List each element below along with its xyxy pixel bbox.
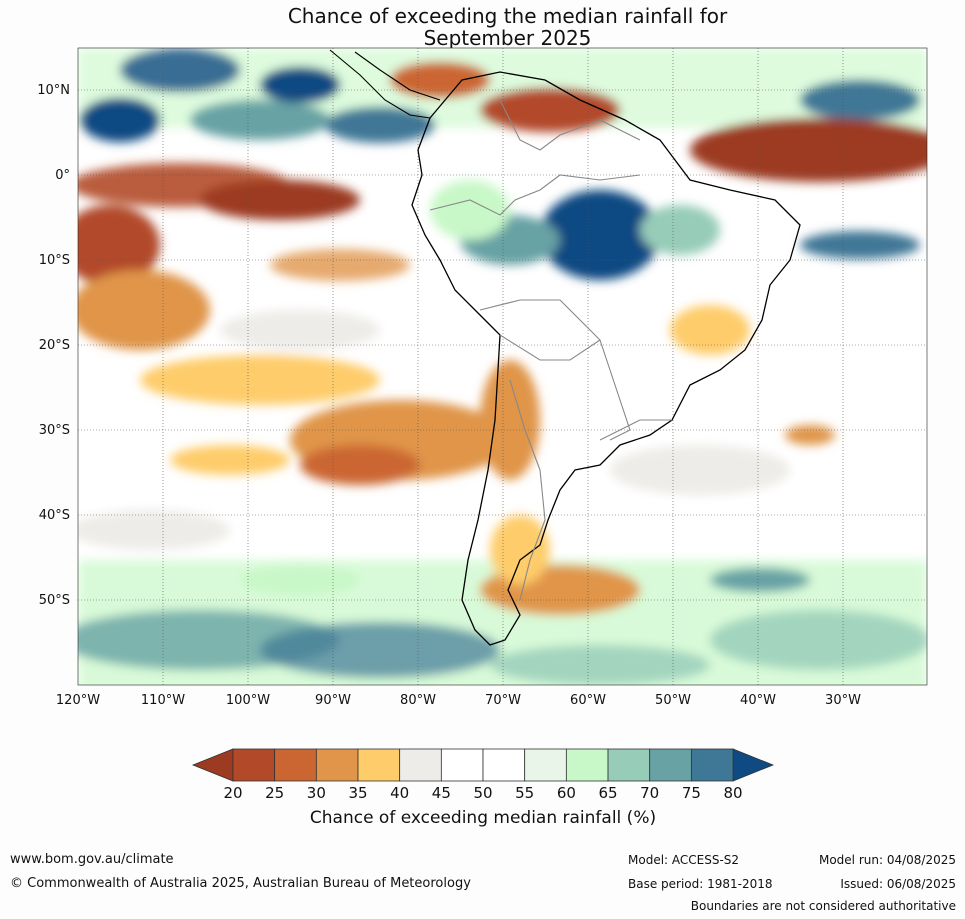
issued-date: Issued: 06/08/2025 <box>840 877 956 891</box>
lon-label: 90°W <box>315 693 351 708</box>
lat-label: 10°N <box>37 83 70 98</box>
lat-label: 0° <box>55 168 70 183</box>
base-period: Base period: 1981-2018 <box>628 877 773 891</box>
colorbar-segment <box>690 748 734 782</box>
colorbar-segment <box>357 748 401 782</box>
colorbar-tick-label: 40 <box>390 784 410 802</box>
lat-label: 30°S <box>38 423 70 438</box>
colorbar-extend-low <box>191 748 234 782</box>
colorbar-tick-label: 75 <box>681 784 701 802</box>
copyright-text: © Commonwealth of Australia 2025, Austra… <box>10 876 471 891</box>
map-title-line2: September 2025 <box>423 26 592 50</box>
colorbar-segment <box>274 748 317 782</box>
colorbar-extend-high <box>732 748 775 782</box>
colorbar-segment <box>524 748 567 782</box>
model-name: Model: ACCESS-S2 <box>628 853 740 867</box>
lon-label: 40°W <box>740 693 776 708</box>
colorbar-segment <box>649 748 692 782</box>
colorbar-tick-label: 45 <box>431 784 451 802</box>
colorbar-tick-label: 65 <box>598 784 618 802</box>
colorbar-tick-label: 20 <box>223 784 243 802</box>
colorbar-tick-label: 35 <box>348 784 368 802</box>
boundaries-disclaimer: Boundaries are not considered authoritat… <box>690 899 956 913</box>
lat-label: 40°S <box>38 508 70 523</box>
lat-label: 50°S <box>38 593 70 608</box>
lon-label: 50°W <box>655 693 691 708</box>
colorbar-segment <box>565 748 609 782</box>
colorbar-title: Chance of exceeding median rainfall (%) <box>309 808 657 828</box>
lon-label: 80°W <box>400 693 436 708</box>
lon-label: 100°W <box>225 693 271 708</box>
colorbar-segment <box>315 748 359 782</box>
colorbar <box>191 748 775 782</box>
rainfall-anomaly-field <box>78 48 927 685</box>
lat-label: 10°S <box>38 253 70 268</box>
model-run-date: Model run: 04/08/2025 <box>818 853 956 867</box>
colorbar-tick-label: 25 <box>265 784 285 802</box>
lon-label: 120°W <box>55 693 101 708</box>
graticule <box>78 48 927 685</box>
map-frame <box>77 47 928 686</box>
country-borders <box>429 99 672 601</box>
lon-label: 70°W <box>485 693 521 708</box>
south-america-coastline <box>411 71 801 646</box>
colorbar-segment <box>482 748 526 782</box>
colorbar-tick-label: 30 <box>306 784 326 802</box>
colorbar-segment <box>232 748 276 782</box>
lon-label: 60°W <box>570 693 606 708</box>
colorbar-tick-label: 55 <box>515 784 535 802</box>
lat-label: 20°S <box>38 338 70 353</box>
lon-label: 30°W <box>825 693 861 708</box>
map-title-line1: Chance of exceeding the median rainfall … <box>287 4 728 28</box>
colorbar-tick-label: 60 <box>556 784 576 802</box>
central-america-coastline <box>329 49 441 119</box>
lon-label: 110°W <box>140 693 186 708</box>
colorbar-segment <box>440 748 484 782</box>
colorbar-tick-label: 50 <box>473 784 493 802</box>
colorbar-tick-label: 70 <box>640 784 660 802</box>
colorbar-segment <box>399 748 442 782</box>
colorbar-segment <box>607 748 651 782</box>
colorbar-tick-label: 80 <box>723 784 743 802</box>
website-link[interactable]: www.bom.gov.au/climate <box>10 852 174 867</box>
